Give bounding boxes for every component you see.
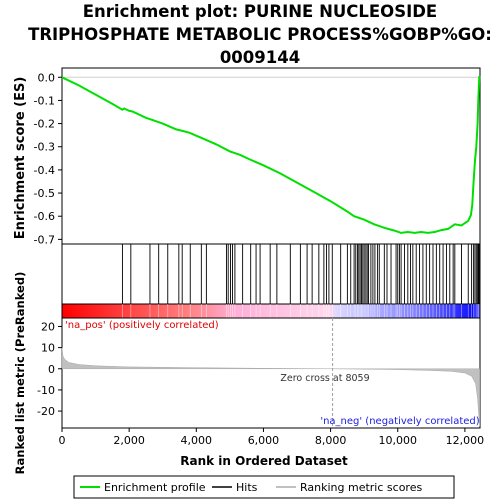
metric-y-axis-label: Ranked list metric (PreRanked) — [13, 272, 27, 475]
chart-title-line-2: TRIPHOSPHATE METABOLIC PROCESS%GOBP%GO: — [28, 25, 492, 44]
chart-title-line-1: Enrichment plot: PURINE NUCLEOSIDE — [83, 2, 437, 21]
metric-y-tick-label: -10 — [37, 384, 55, 397]
metric-y-axis: 20 10 0 -10 -20 — [37, 320, 62, 418]
legend-entry-ranking-metric: Ranking metric scores — [300, 481, 422, 494]
hits-marks — [121, 244, 480, 304]
zero-cross-label: Zero cross at 8059 — [280, 373, 369, 384]
ranking-metric-area — [61, 347, 480, 426]
pos-correlated-label: 'na_pos' (positively correlated) — [65, 320, 219, 331]
metric-y-tick-label: 0 — [48, 363, 55, 376]
es-y-tick-label: -0.2 — [34, 118, 55, 131]
enrichment-profile-line — [61, 76, 481, 234]
legend-entry-hits: Hits — [236, 481, 258, 494]
color-bar-hits — [122, 304, 480, 318]
es-y-tick-label: 0.0 — [38, 71, 56, 84]
metric-y-tick-label: 20 — [41, 320, 55, 333]
x-tick-label: 4,000 — [181, 434, 213, 447]
es-y-axis-label: Enrichment score (ES) — [13, 77, 28, 240]
x-tick-label: 8,000 — [315, 434, 347, 447]
neg-correlated-label: 'na_neg' (negatively correlated) — [320, 416, 479, 427]
x-tick-label: 12,000 — [446, 434, 485, 447]
x-tick-label: 0 — [59, 434, 66, 447]
chart-title-line-3: 0009144 — [220, 48, 300, 67]
es-y-tick-label: -0.6 — [34, 210, 55, 223]
x-axis: 0 2,000 4,000 6,000 8,000 10,000 12,000 — [59, 428, 485, 447]
hits-panel-frame — [61, 243, 481, 305]
es-y-axis: 0.0 -0.1 -0.2 -0.3 -0.4 -0.5 -0.6 -0.7 — [34, 71, 62, 246]
metric-y-tick-label: -20 — [37, 405, 55, 418]
rank-color-bar — [61, 303, 481, 319]
metric-panel-frame — [61, 317, 481, 429]
es-y-tick-label: -0.7 — [34, 233, 55, 246]
legend-box — [73, 475, 455, 499]
es-y-tick-label: -0.1 — [34, 94, 55, 107]
x-axis-label: Rank in Ordered Dataset — [180, 454, 348, 468]
x-tick-label: 2,000 — [113, 434, 145, 447]
x-tick-label: 6,000 — [248, 434, 280, 447]
es-y-tick-label: -0.4 — [34, 164, 55, 177]
legend-entry-enrichment-profile: Enrichment profile — [104, 481, 206, 494]
es-y-tick-label: -0.5 — [34, 187, 55, 200]
metric-y-tick-label: 10 — [41, 342, 55, 355]
es-y-tick-label: -0.3 — [34, 141, 55, 154]
x-tick-label: 10,000 — [378, 434, 417, 447]
es-panel-frame — [61, 67, 481, 245]
